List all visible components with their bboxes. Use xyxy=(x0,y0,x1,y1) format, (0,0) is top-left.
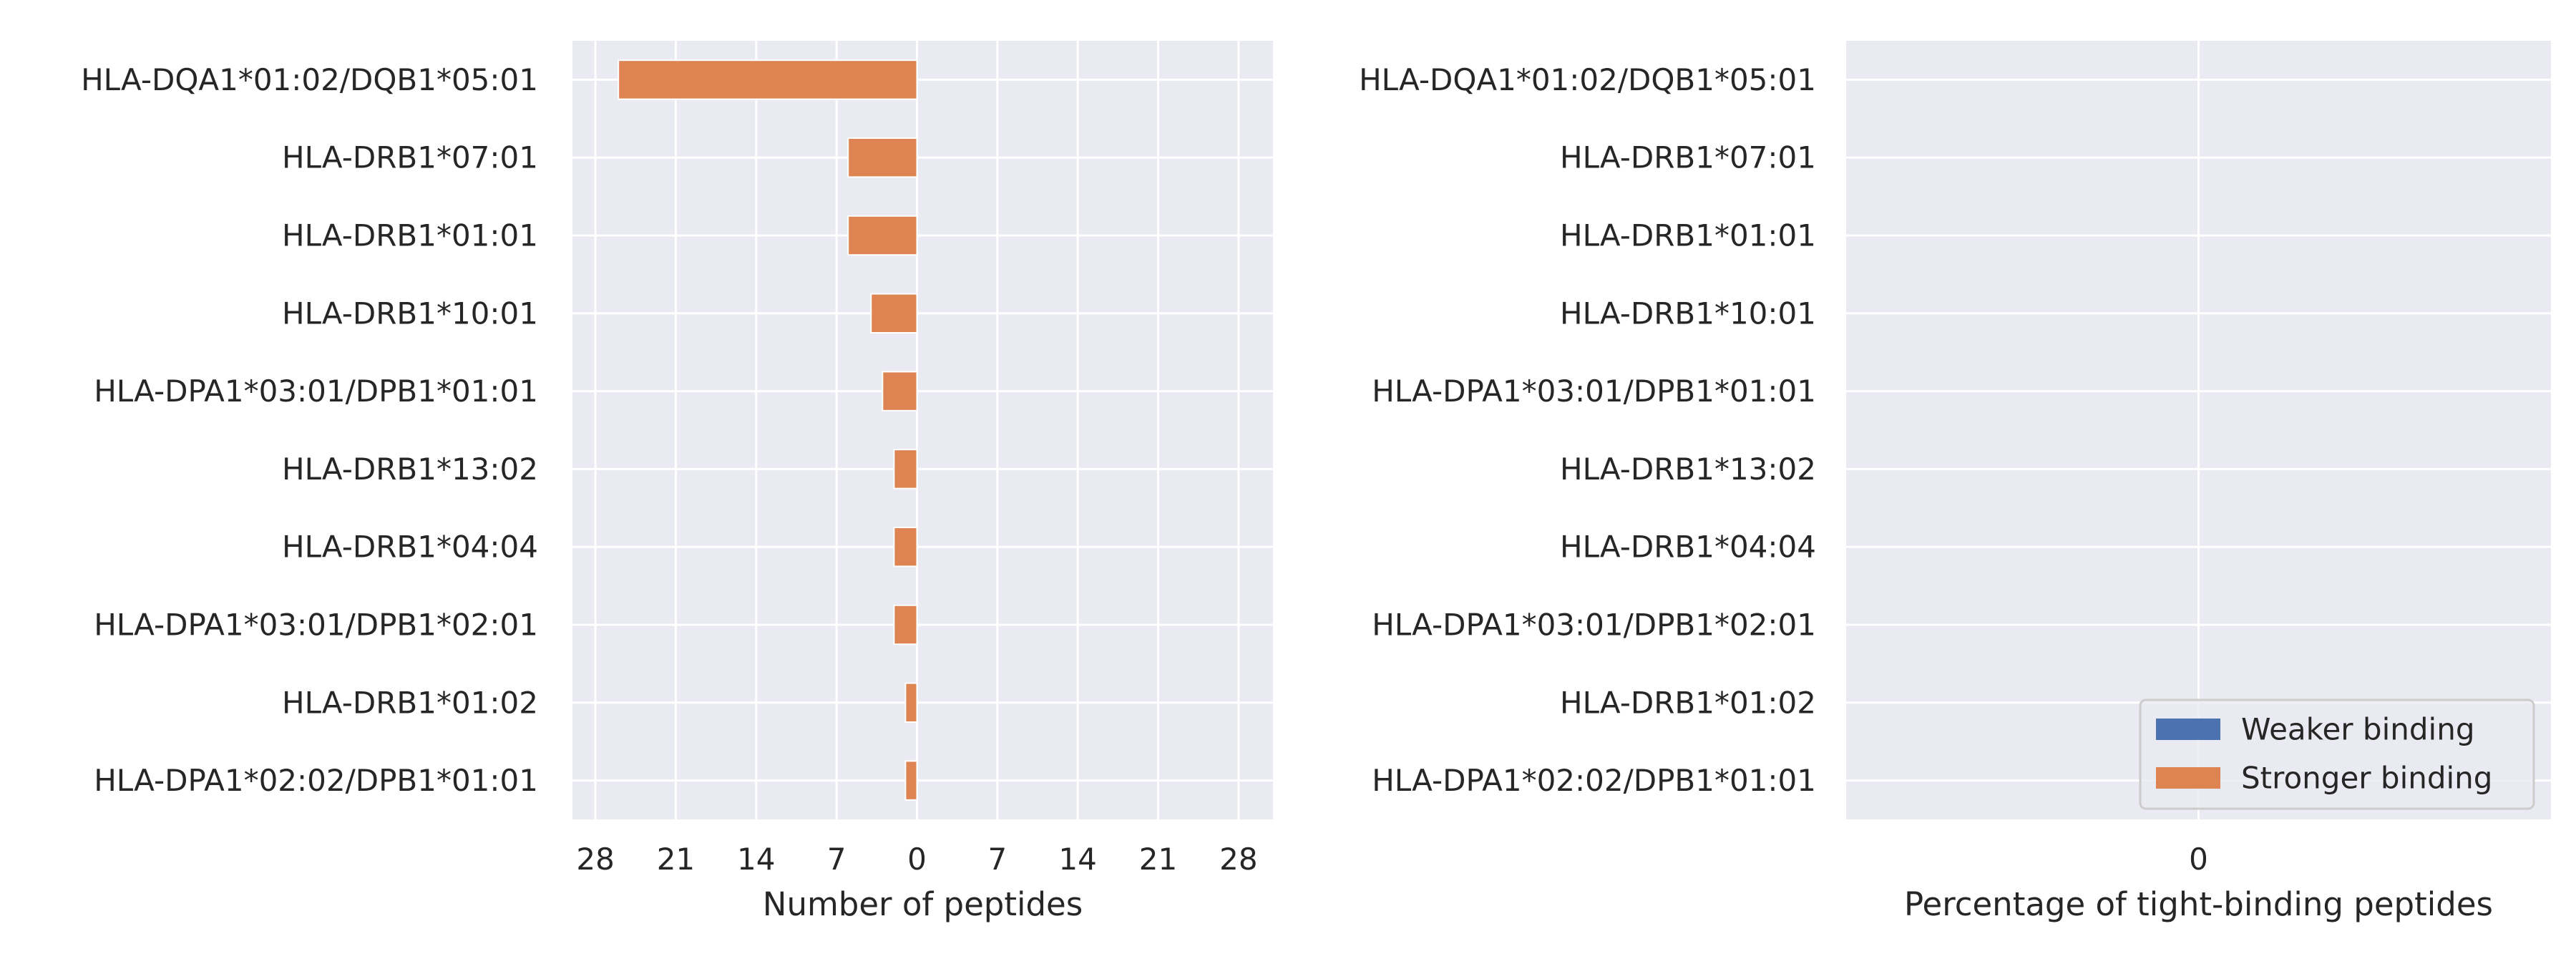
category-label: HLA-DRB1*07:01 xyxy=(1560,140,1816,175)
category-label: HLA-DRB1*13:02 xyxy=(1560,452,1816,487)
plot-area-left xyxy=(572,41,1273,819)
x-axis-label: Number of peptides xyxy=(763,885,1083,923)
category-label: HLA-DRB1*01:02 xyxy=(1560,685,1816,720)
x-tick-label: 14 xyxy=(737,842,775,877)
x-tick-label: 0 xyxy=(907,842,927,877)
bar-stronger xyxy=(618,59,918,100)
bar-stronger xyxy=(847,215,918,256)
x-tick-label: 21 xyxy=(1139,842,1177,877)
legend-label: Stronger binding xyxy=(2241,761,2492,796)
x-tick-label: 7 xyxy=(987,842,1007,877)
x-tick-label: 21 xyxy=(657,842,695,877)
category-label: HLA-DPA1*03:01/DPB1*01:01 xyxy=(1372,374,1816,409)
category-label: HLA-DQA1*01:02/DQB1*05:01 xyxy=(81,62,538,97)
category-label: HLA-DQA1*01:02/DQB1*05:01 xyxy=(1359,62,1816,97)
category-label: HLA-DRB1*10:01 xyxy=(1560,296,1816,331)
bar-stronger xyxy=(847,137,918,178)
category-label: HLA-DPA1*02:02/DPB1*01:01 xyxy=(94,763,538,798)
bar-stronger xyxy=(893,604,918,646)
x-axis-label: Percentage of tight-binding peptides xyxy=(1904,885,2493,923)
category-label: HLA-DRB1*01:02 xyxy=(282,685,538,720)
category-label: HLA-DRB1*10:01 xyxy=(282,296,538,331)
category-label: HLA-DPA1*03:01/DPB1*01:01 xyxy=(94,374,538,409)
bar-stronger xyxy=(893,449,918,490)
legend-box xyxy=(2139,698,2535,810)
category-label: HLA-DRB1*07:01 xyxy=(282,140,538,175)
category-label: HLA-DRB1*01:01 xyxy=(1560,218,1816,253)
category-label: HLA-DRB1*13:02 xyxy=(282,452,538,487)
category-label: HLA-DRB1*04:04 xyxy=(282,530,538,565)
legend-label: Weaker binding xyxy=(2241,712,2474,747)
x-tick-label: 7 xyxy=(827,842,847,877)
category-label: HLA-DPA1*02:02/DPB1*01:01 xyxy=(1372,763,1816,798)
bar-stronger xyxy=(870,293,918,334)
x-tick-label: 14 xyxy=(1058,842,1096,877)
bar-stronger xyxy=(904,760,918,801)
bar-stronger xyxy=(882,371,918,412)
category-label: HLA-DPA1*03:01/DPB1*02:01 xyxy=(94,608,538,643)
category-label: HLA-DRB1*04:04 xyxy=(1560,530,1816,565)
bar-stronger xyxy=(893,527,918,568)
category-label: HLA-DPA1*03:01/DPB1*02:01 xyxy=(1372,608,1816,643)
x-tick-label: 0 xyxy=(2189,842,2208,877)
legend-swatch xyxy=(2156,719,2220,740)
legend-swatch xyxy=(2156,767,2220,789)
bar-stronger xyxy=(904,682,918,723)
x-tick-label: 28 xyxy=(576,842,614,877)
x-tick-label: 28 xyxy=(1219,842,1257,877)
category-label: HLA-DRB1*01:01 xyxy=(282,218,538,253)
